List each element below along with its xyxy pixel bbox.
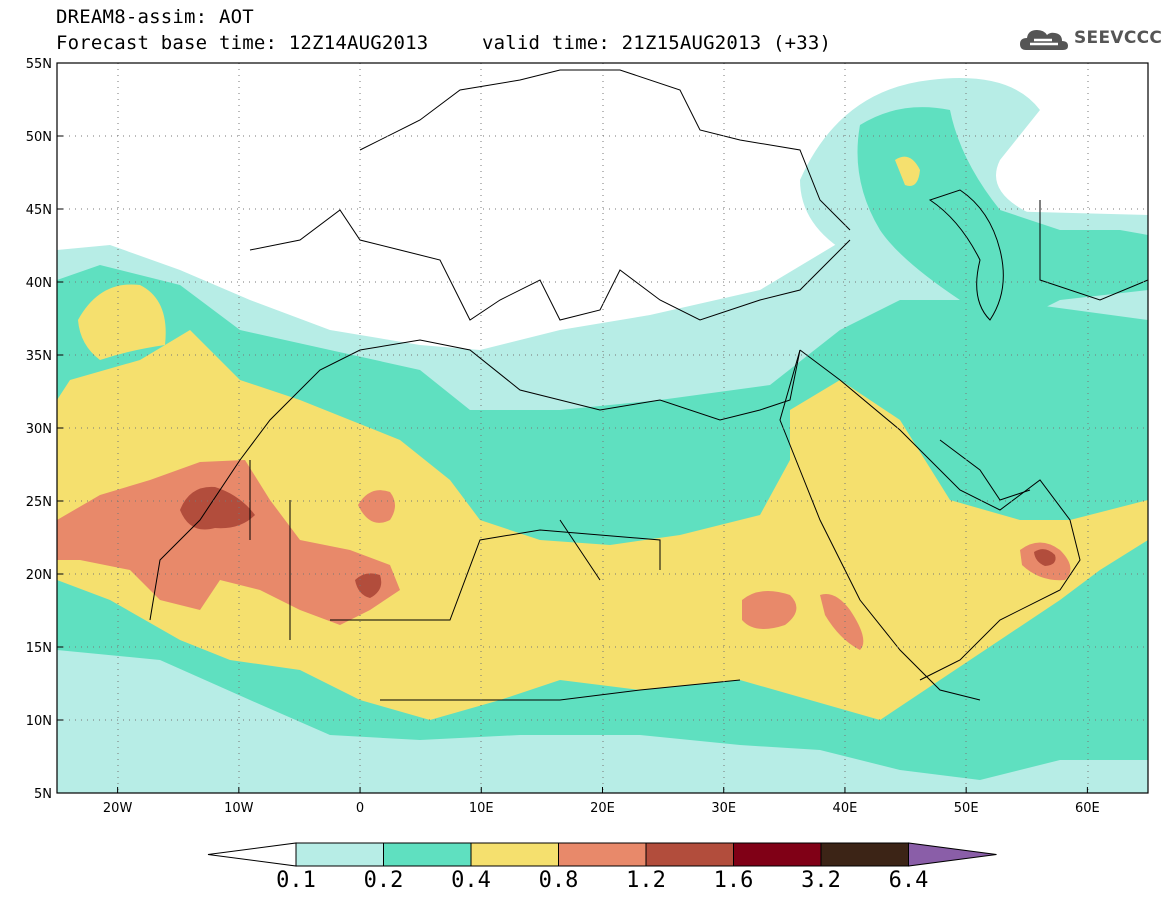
colorbar-cell: [645, 842, 734, 867]
lon-ticks: 20W 10W 0 10E 20E 30E 40E 50E 60E: [103, 787, 1100, 816]
aot-field: [57, 78, 1148, 793]
lat-tick-label: 40N: [26, 276, 52, 291]
colorbar-tick-label: 0.2: [363, 868, 404, 893]
colorbar-tick-label: 1.2: [626, 868, 666, 893]
lon-tick-label: 10W: [224, 801, 254, 816]
colorbar-tick-label: 0.4: [451, 868, 491, 893]
colorbar-tick-label: 0.8: [538, 868, 579, 893]
lon-tick-label: 0: [356, 801, 364, 816]
lon-tick-label: 20W: [103, 801, 133, 816]
colorbar-cell: [470, 842, 559, 867]
colorbar-over-triangle: [908, 842, 997, 867]
lat-tick-label: 50N: [26, 130, 52, 145]
base-time: Forecast base time: 12Z14AUG2013: [56, 32, 429, 54]
colorbar-cell: [733, 842, 822, 867]
lat-tick-label: 55N: [26, 57, 52, 72]
colorbar-tick-label: 0.1: [276, 868, 316, 893]
colorbar-under-triangle: [207, 842, 297, 867]
colorbar-cell: [820, 842, 909, 867]
lat-tick-label: 35N: [26, 349, 52, 364]
lat-tick-label: 25N: [26, 495, 52, 510]
lat-tick-label: 20N: [26, 568, 52, 583]
lon-tick-label: 30E: [711, 801, 736, 816]
lat-tick-label: 30N: [26, 422, 52, 437]
forecast-times: Forecast base time: 12Z14AUG2013 valid ti…: [56, 32, 831, 54]
chart-title: DREAM8-assim: AOT: [56, 6, 254, 28]
lat-ticks: 5N 10N 15N 20N 25N 30N 35N 40N 45N 50N 55N: [26, 57, 63, 802]
lon-tick-label: 60E: [1075, 801, 1100, 816]
valid-time: valid time: 21Z15AUG2013 (+33): [482, 32, 832, 54]
lat-tick-label: 15N: [26, 641, 52, 656]
seevccc-logo: SEEVCCC: [1018, 24, 1162, 56]
lon-tick-label: 40E: [833, 801, 858, 816]
lon-tick-label: 50E: [954, 801, 979, 816]
lat-tick-label: 45N: [26, 203, 52, 218]
cloud-icon: [1020, 30, 1068, 50]
colorbar-cell: [295, 842, 384, 867]
colorbar-tick-label: 1.6: [713, 868, 754, 893]
colorbar-tick-label: 3.2: [801, 868, 841, 893]
lon-tick-label: 10E: [469, 801, 494, 816]
lat-tick-label: 10N: [26, 714, 52, 729]
colorbar-cell: [558, 842, 647, 867]
colorbar-tick-label: 6.4: [888, 868, 929, 893]
colorbar-cell: [383, 842, 472, 867]
lat-tick-label: 5N: [34, 787, 52, 802]
lon-tick-label: 20E: [590, 801, 615, 816]
